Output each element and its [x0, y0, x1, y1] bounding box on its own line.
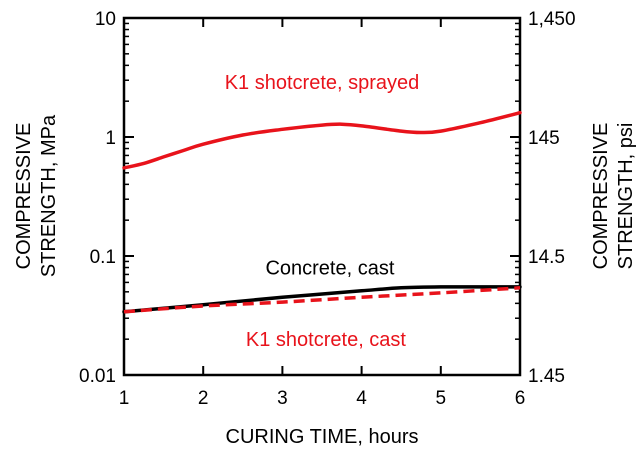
right-y-axis-title-line-1: COMPRESSIVE	[590, 123, 612, 270]
y-tick-label-left: 10	[95, 9, 116, 30]
y-tick-label-right: 145	[528, 128, 560, 149]
x-tick-label: 4	[356, 388, 367, 409]
y-tick-label-right: 1.45	[528, 366, 565, 387]
x-tick-label: 3	[277, 388, 288, 409]
series-labels: K1 shotcrete, sprayed Concrete, cast K1 sh…	[225, 72, 420, 351]
right-y-axis-title: COMPRESSIVE STRENGTH, psi	[590, 123, 637, 270]
y-tick-label-right: 14.5	[528, 247, 565, 268]
y-tick-label-left: 0.01	[79, 366, 116, 387]
x-axis-ticks: 1 2 3 4 5 6	[119, 18, 526, 409]
left-y-axis-title-line-2: STRENGTH, MPa	[38, 114, 60, 277]
y-tick-label-left: 1	[105, 128, 116, 149]
plot-frame	[122, 16, 522, 377]
x-axis-title: CURING TIME, hours	[226, 426, 419, 448]
left-y-axis-title-line-1: COMPRESSIVE	[13, 123, 35, 270]
x-tick-label: 2	[198, 388, 209, 409]
series-line-1	[122, 110, 522, 170]
series-layer	[122, 110, 522, 314]
y-tick-label-right: 1,450	[528, 9, 576, 30]
right-y-axis-title-line-2: STRENGTH, psi	[615, 123, 637, 270]
left-y-axis-ticks: 0.01 0.1 1 10	[79, 9, 134, 387]
right-y-axis-ticks: 1.45 14.5 145 1,450	[510, 9, 576, 387]
series-label-3: K1 shotcrete, cast	[246, 329, 407, 351]
series-label-2: Concrete, cast	[265, 258, 394, 280]
x-tick-label: 1	[119, 388, 130, 409]
series-line-2	[122, 285, 522, 314]
left-y-axis-title: COMPRESSIVE STRENGTH, MPa	[13, 114, 60, 277]
y-tick-label-left: 0.1	[90, 247, 116, 268]
series-label-1: K1 shotcrete, sprayed	[225, 72, 420, 94]
series-line-3	[123, 286, 521, 314]
x-tick-label: 5	[436, 388, 447, 409]
x-tick-label: 6	[515, 388, 526, 409]
